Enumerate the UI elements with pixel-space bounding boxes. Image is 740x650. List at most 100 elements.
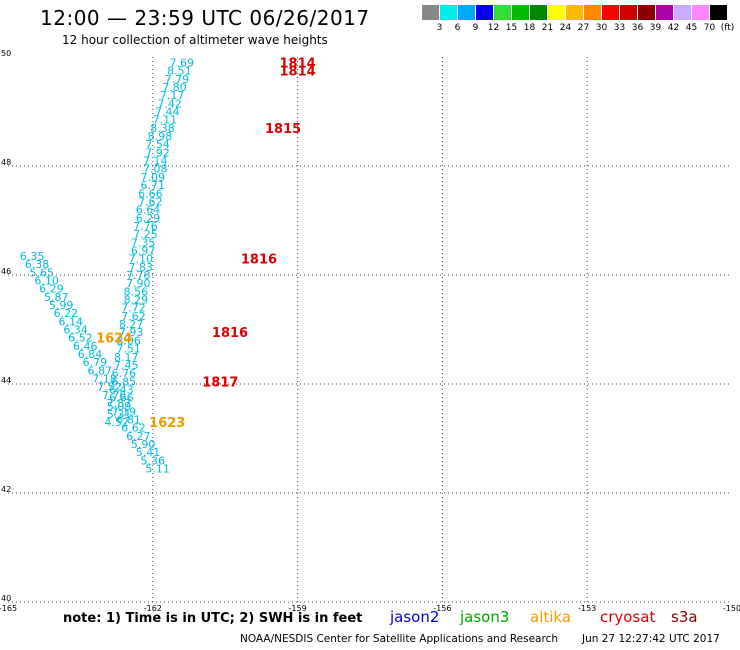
data-point-label: 6.22 — [54, 307, 79, 320]
data-point-label: 7.83 — [128, 261, 153, 274]
data-point-label: 6.46 — [73, 340, 98, 353]
data-point-label: 7.78 — [126, 269, 151, 282]
data-point-label: 6.14 — [58, 315, 83, 328]
x-tick-label: -165 — [0, 604, 17, 613]
data-point-label: 8.17 — [114, 351, 139, 364]
scale-swatch — [530, 5, 547, 20]
data-points: 7.698.517.797.807.177.427.447.118.388.98… — [20, 56, 194, 475]
data-point-label: 7.42 — [157, 97, 182, 110]
chart-subtitle: 12 hour collection of altimeter wave hei… — [62, 33, 328, 47]
data-point-label: 6.87 — [87, 364, 112, 377]
scale-label: 36 — [631, 23, 644, 33]
data-point-label: 8.27 — [119, 318, 144, 331]
time-label: 1814 — [280, 56, 316, 71]
data-point-label: 7.54 — [145, 138, 170, 151]
data-point-label: 7.69 — [170, 56, 195, 69]
x-tick-label: -150 — [723, 604, 740, 613]
data-point-label: 7.72 — [121, 302, 146, 315]
data-point-label: 8.29 — [124, 294, 149, 307]
data-point-label: 7.79 — [165, 73, 190, 86]
satellite-legend-item: jason2 — [390, 608, 440, 626]
data-point-label: 6.27 — [126, 430, 151, 443]
data-point-label: 6.66 — [109, 392, 134, 405]
time-label: 1624 — [96, 332, 132, 347]
time-label: 1816 — [212, 326, 248, 341]
data-point-label: 6.29 — [136, 212, 161, 225]
data-point-label: 6.43 — [109, 383, 134, 396]
satellite-legend-item: s3a — [671, 608, 698, 626]
data-point-label: 7.51 — [116, 343, 141, 356]
satellite-legend-item: jason3 — [460, 608, 510, 626]
scale-label: 70 — [703, 23, 716, 33]
data-point-label: 7.17 — [160, 89, 185, 102]
data-point-label: 6.71 — [141, 179, 166, 192]
data-point-label: 8.38 — [150, 122, 175, 135]
scale-swatch — [494, 5, 511, 20]
data-point-label: 6.52 — [68, 332, 93, 345]
scale-label: 30 — [595, 23, 608, 33]
scale-swatch — [602, 5, 619, 20]
data-point-label: 8.98 — [148, 130, 173, 143]
scale-label: 9 — [472, 23, 479, 33]
satellite-legend-item: altika — [530, 608, 572, 626]
credit-line: NOAA/NESDIS Center for Satellite Applica… — [240, 633, 558, 645]
data-point-label: 7.87 — [107, 397, 132, 410]
data-point-label: 6.35 — [20, 250, 45, 263]
scale-label: 21 — [541, 23, 554, 33]
scale-label: 18 — [523, 23, 536, 33]
satellite-legend-item: cryosat — [600, 608, 656, 626]
y-tick-label: 44 — [1, 376, 11, 385]
data-point-label: 7.90 — [126, 277, 151, 290]
plot-grid — [8, 57, 732, 602]
data-point-label: 5.31 — [107, 408, 132, 421]
data-point-label: 5.90 — [131, 438, 156, 451]
y-tick-label: 46 — [1, 267, 11, 276]
data-point-label: 5.09 — [107, 400, 132, 413]
scale-swatch — [512, 5, 529, 20]
generated-timestamp: Jun 27 12:27:42 UTC 2017 — [582, 633, 720, 645]
scale-swatch — [674, 5, 691, 20]
data-point-label: 7.08 — [143, 163, 168, 176]
scale-label: 12 — [487, 23, 500, 33]
y-tick-label: 40 — [1, 594, 11, 603]
data-point-label: 7.44 — [155, 106, 180, 119]
data-point-label: 6.66 — [138, 187, 163, 200]
time-label: 1817 — [202, 375, 238, 390]
scale-label: 27 — [577, 23, 590, 33]
data-point-label: 6.29 — [39, 283, 64, 296]
data-point-label: 5.87 — [44, 291, 69, 304]
units-note: note: 1) Time is in UTC; 2) SWH is in fe… — [63, 611, 363, 626]
chart-title: 12:00 — 23:59 UTC 06/26/2017 — [40, 6, 370, 30]
scale-label: 42 — [667, 23, 680, 33]
scale-swatch — [476, 5, 493, 20]
scale-swatch — [422, 5, 439, 20]
x-tick-label: -159 — [289, 604, 307, 613]
data-point-label: 6.62 — [121, 422, 146, 435]
data-point-label: 7.11 — [153, 114, 178, 127]
scale-swatch — [548, 5, 565, 20]
scale-label: (ft) — [720, 23, 735, 33]
scale-swatch — [566, 5, 583, 20]
data-point-label: 7.25 — [133, 228, 158, 241]
scale-label: 45 — [685, 23, 698, 33]
scale-swatch — [656, 5, 673, 20]
x-tick-label: -162 — [144, 604, 162, 613]
data-point-label: 7.14 — [143, 155, 168, 168]
data-point-label: 6.64 — [136, 204, 161, 217]
time-label: 1814 — [280, 65, 316, 80]
data-point-label: 7.76 — [102, 389, 127, 402]
scale-swatch — [638, 5, 655, 20]
scale-label: 39 — [649, 23, 662, 33]
x-tick-label: -156 — [433, 604, 451, 613]
scale-swatch — [458, 5, 475, 20]
data-point-label: 8.51 — [167, 65, 192, 78]
data-point-label: 7.92 — [145, 146, 170, 159]
data-point-label: 6.76 — [112, 367, 137, 380]
data-point-label: 6.97 — [131, 244, 156, 257]
time-label: 1815 — [265, 122, 301, 137]
data-point-label: 5.36 — [141, 454, 166, 467]
plot-axes: -165 -162 -159 -156 -153 -150 40 42 44 46 48 50 — [0, 49, 740, 613]
data-point-label: 5.41 — [136, 446, 161, 459]
data-point-label: 6.81 — [116, 413, 141, 426]
scale-swatch — [440, 5, 457, 20]
